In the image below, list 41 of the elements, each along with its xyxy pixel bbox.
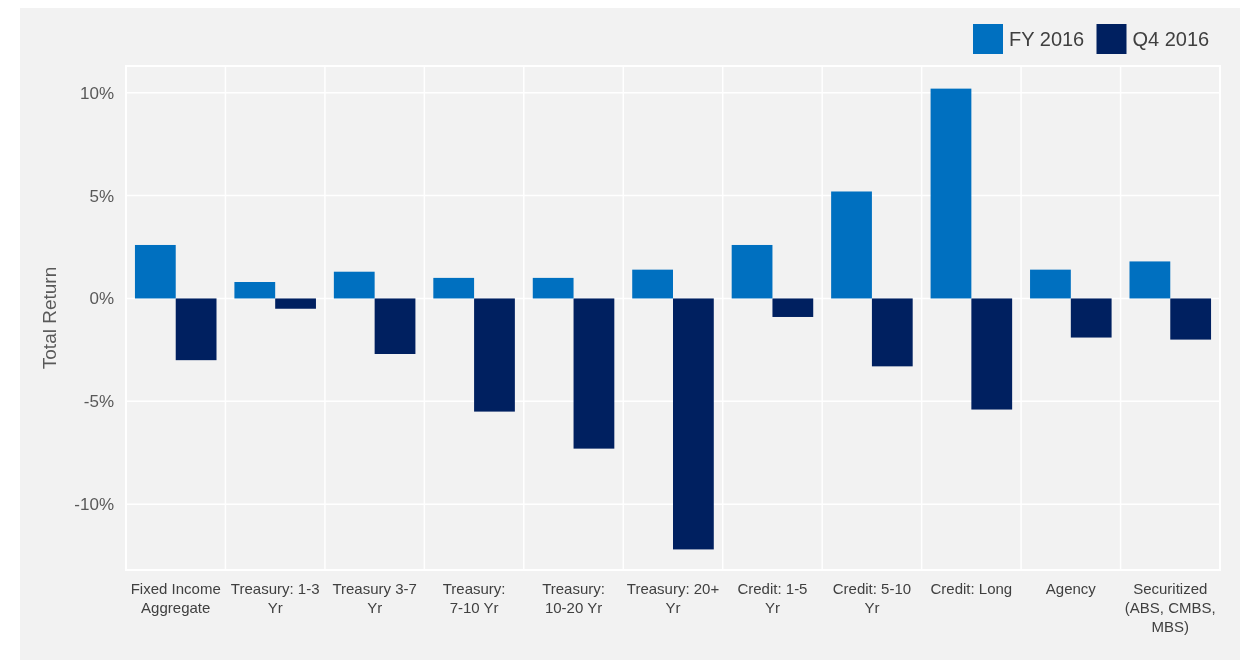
x-tick-label: Securitized (ABS, CMBS, MBS) [1124,580,1216,635]
bar [175,298,217,361]
bar [871,298,913,367]
bar [1070,298,1112,338]
x-tick-label: Credit: Long [930,580,1013,597]
bar [673,298,714,550]
x-tick-label: Treasury: 1-3 Yr [230,580,320,616]
bar [134,244,176,299]
x-tick-label: Treasury 3-7 Yr [332,580,417,616]
bar [275,298,316,309]
bar [433,277,475,299]
bar [632,269,673,299]
x-tick-label: Fixed Income Aggregate [130,580,221,616]
bar [1170,298,1212,340]
x-tick-label: Credit: 1-5 Yr [737,580,808,616]
y-tick-label: 10% [79,83,114,103]
bar [731,244,773,299]
bar [772,298,814,317]
legend-label: Q4 2016 [1132,28,1210,50]
x-tick-label: Treasury: 10-20 Yr [542,580,605,616]
bar [474,298,515,412]
y-tick-label: 5% [89,186,114,206]
bar [1030,269,1071,299]
x-tick-label: Treasury: 7-10 Yr [442,580,506,616]
legend-label: FY 2016 [1009,28,1085,50]
x-tick-label: Treasury: 20+ Yr [626,580,720,616]
x-tick-label: Credit: 5-10 Yr [832,580,912,616]
bar [971,298,1013,410]
bar [333,271,375,299]
y-axis-title: Total Return [39,266,60,370]
bar [374,298,416,354]
bar [1129,261,1171,299]
x-tick-label: Agency [1045,580,1097,597]
bar [234,282,276,299]
bar [532,277,574,299]
bar [930,88,972,299]
bar [831,191,872,299]
y-tick-label: -10% [74,495,114,515]
y-tick-label: 0% [89,289,114,309]
y-tick-label: -5% [83,392,114,412]
bar [573,298,615,449]
